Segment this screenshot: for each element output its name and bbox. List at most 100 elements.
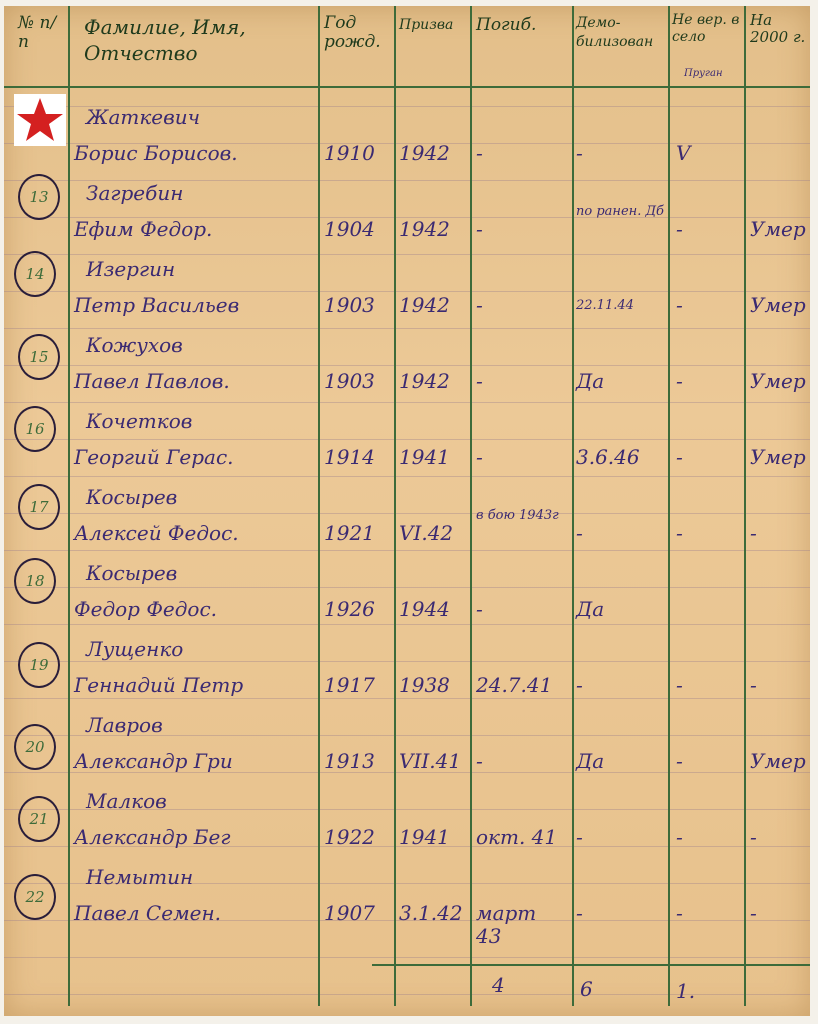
given-name: Федор Федос. <box>74 597 218 621</box>
cell-died: - <box>476 293 483 317</box>
surname: Лущенко <box>86 637 184 661</box>
totals-divider <box>372 964 810 966</box>
circled-number: 19 <box>18 642 60 688</box>
cell-birth: 1917 <box>324 673 375 697</box>
surname: Изергин <box>86 257 176 281</box>
surname: Малков <box>86 789 167 813</box>
cell-called: 1941 <box>399 445 450 469</box>
circled-number: 13 <box>18 174 60 220</box>
cell-y2000: - <box>750 673 757 697</box>
ruled-line <box>4 439 810 440</box>
cell-called: 1941 <box>399 825 450 849</box>
cell-village: - <box>676 673 683 697</box>
ruled-line <box>4 106 810 107</box>
cell-village: - <box>676 293 683 317</box>
cell-birth: 1903 <box>324 369 375 393</box>
cell-birth: 1921 <box>324 521 375 545</box>
cell-demob: 22.11.44 <box>576 298 634 313</box>
cell-demob: - <box>576 825 583 849</box>
cell-y2000: - <box>750 521 757 545</box>
total-village: 1. <box>676 979 696 1003</box>
header-birth: Год рожд. <box>324 13 381 52</box>
cell-demob: по ранен. Дб <box>576 204 664 219</box>
ruled-line <box>4 883 810 884</box>
column-line <box>318 6 320 1006</box>
ruled-line <box>4 809 810 810</box>
cell-demob: Да <box>576 369 605 393</box>
surname: Косырев <box>86 561 178 585</box>
cell-y2000: Умер <box>750 293 806 317</box>
cell-birth: 1907 <box>324 901 375 925</box>
cell-demob: Да <box>576 597 605 621</box>
cell-village: - <box>676 369 683 393</box>
circled-number: 14 <box>14 251 56 297</box>
cell-birth: 1913 <box>324 749 375 773</box>
circled-number: 21 <box>18 796 60 842</box>
header-demob: Демо-билизован <box>576 15 654 50</box>
header-called: Призва <box>399 17 454 33</box>
surname: Косырев <box>86 485 178 509</box>
cell-y2000: Умер <box>750 369 806 393</box>
cell-demob: - <box>576 521 583 545</box>
cell-demob: - <box>576 901 583 925</box>
cell-birth: 1926 <box>324 597 375 621</box>
ruled-line <box>4 291 810 292</box>
cell-called: 3.1.42 <box>399 901 463 925</box>
ruled-line <box>4 365 810 366</box>
cell-village: - <box>676 901 683 925</box>
header-died: Погиб. <box>476 15 537 35</box>
cell-village: - <box>676 749 683 773</box>
ruled-line <box>4 402 810 403</box>
ruled-line <box>4 698 810 699</box>
column-line <box>394 6 396 1006</box>
cell-died: - <box>476 749 483 773</box>
cell-y2000: Умер <box>750 445 806 469</box>
cell-called: VII.41 <box>399 749 462 773</box>
cell-demob: - <box>576 673 583 697</box>
ruled-line <box>4 180 810 181</box>
cell-y2000: - <box>750 825 757 849</box>
surname: Лавров <box>86 713 163 737</box>
cell-village: - <box>676 445 683 469</box>
ruled-line <box>4 550 810 551</box>
notebook-page: № п/п Фамилие, Имя, Отчество Год рожд. П… <box>4 6 810 1016</box>
total-died: 4 <box>492 973 505 997</box>
cell-died: - <box>476 369 483 393</box>
cell-demob: - <box>576 141 583 165</box>
cell-called: 1942 <box>399 293 450 317</box>
ruled-line <box>4 143 810 144</box>
cell-birth: 1910 <box>324 141 375 165</box>
cell-birth: 1922 <box>324 825 375 849</box>
cell-died: - <box>476 597 483 621</box>
given-name: Георгий Герас. <box>74 445 234 469</box>
cell-village: - <box>676 825 683 849</box>
column-line <box>668 6 670 1006</box>
circled-number: 16 <box>14 406 56 452</box>
circled-number: 18 <box>14 558 56 604</box>
cell-died: март 43 <box>476 901 537 948</box>
given-name: Алексей Федос. <box>74 521 239 545</box>
ruled-line <box>4 513 810 514</box>
cell-y2000: Умер <box>750 749 806 773</box>
cell-called: 1942 <box>399 141 450 165</box>
cell-died: - <box>476 217 483 241</box>
header-divider <box>4 86 810 88</box>
surname: Кочетков <box>86 409 193 433</box>
circled-number: 17 <box>18 484 60 530</box>
cell-y2000: Умер <box>750 217 806 241</box>
ruled-line <box>4 735 810 736</box>
ruled-line <box>4 920 810 921</box>
ruled-line <box>4 846 810 847</box>
cell-died: окт. 41 <box>476 825 558 849</box>
given-name: Александр Гри <box>74 749 233 773</box>
cell-village: - <box>676 521 683 545</box>
cell-died: - <box>476 445 483 469</box>
given-name: Ефим Федор. <box>74 217 213 241</box>
cell-called: 1944 <box>399 597 450 621</box>
cell-demob: 3.6.46 <box>576 445 640 469</box>
cell-called: 1942 <box>399 369 450 393</box>
ruled-line <box>4 476 810 477</box>
given-name: Петр Васильев <box>74 293 240 317</box>
cell-village: - <box>676 217 683 241</box>
cell-village: V <box>676 141 691 165</box>
